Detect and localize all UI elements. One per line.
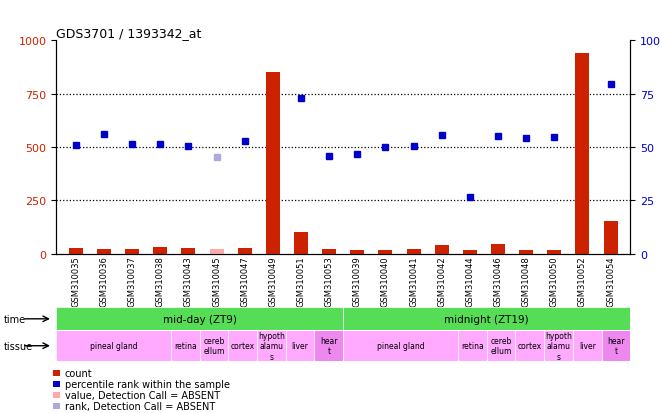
Bar bbox=[209, 249, 224, 254]
Bar bbox=[125, 249, 139, 254]
Bar bbox=[547, 250, 562, 254]
Text: cortex: cortex bbox=[230, 342, 255, 350]
Text: hear
t: hear t bbox=[320, 336, 338, 356]
Bar bbox=[266, 73, 280, 254]
Bar bbox=[407, 249, 420, 254]
Bar bbox=[69, 248, 83, 254]
Bar bbox=[238, 248, 251, 254]
Text: pineal gland: pineal gland bbox=[377, 342, 424, 350]
Bar bbox=[491, 244, 505, 254]
Bar bbox=[378, 250, 393, 254]
Bar bbox=[350, 250, 364, 254]
Text: cortex: cortex bbox=[517, 342, 542, 350]
Bar bbox=[53, 403, 60, 408]
Bar bbox=[603, 221, 618, 254]
Text: cereb
ellum: cereb ellum bbox=[203, 336, 224, 356]
Bar bbox=[53, 392, 60, 398]
Bar bbox=[435, 245, 449, 254]
Text: retina: retina bbox=[461, 342, 484, 350]
Bar bbox=[294, 233, 308, 254]
Bar bbox=[182, 249, 195, 254]
Bar bbox=[53, 381, 60, 387]
Text: pineal gland: pineal gland bbox=[90, 342, 137, 350]
Bar bbox=[322, 249, 336, 254]
Text: rank, Detection Call = ABSENT: rank, Detection Call = ABSENT bbox=[65, 401, 215, 411]
Text: cereb
ellum: cereb ellum bbox=[490, 336, 512, 356]
Text: count: count bbox=[65, 368, 92, 378]
Text: time: time bbox=[3, 314, 26, 324]
Text: liver: liver bbox=[579, 342, 596, 350]
Bar bbox=[576, 54, 589, 254]
Bar bbox=[519, 250, 533, 254]
Text: liver: liver bbox=[292, 342, 309, 350]
Text: value, Detection Call = ABSENT: value, Detection Call = ABSENT bbox=[65, 390, 220, 400]
Text: hypoth
alamu
s: hypoth alamu s bbox=[258, 331, 285, 361]
Bar bbox=[463, 250, 477, 254]
Text: retina: retina bbox=[174, 342, 197, 350]
Text: tissue: tissue bbox=[3, 341, 32, 351]
Text: hypoth
alamu
s: hypoth alamu s bbox=[545, 331, 572, 361]
Bar bbox=[53, 370, 60, 376]
Bar bbox=[153, 248, 167, 254]
Text: percentile rank within the sample: percentile rank within the sample bbox=[65, 379, 230, 389]
Text: hear
t: hear t bbox=[607, 336, 625, 356]
Text: mid-day (ZT9): mid-day (ZT9) bbox=[163, 314, 236, 324]
Bar bbox=[97, 249, 111, 254]
Text: midnight (ZT19): midnight (ZT19) bbox=[444, 314, 529, 324]
Text: GDS3701 / 1393342_at: GDS3701 / 1393342_at bbox=[56, 27, 201, 40]
